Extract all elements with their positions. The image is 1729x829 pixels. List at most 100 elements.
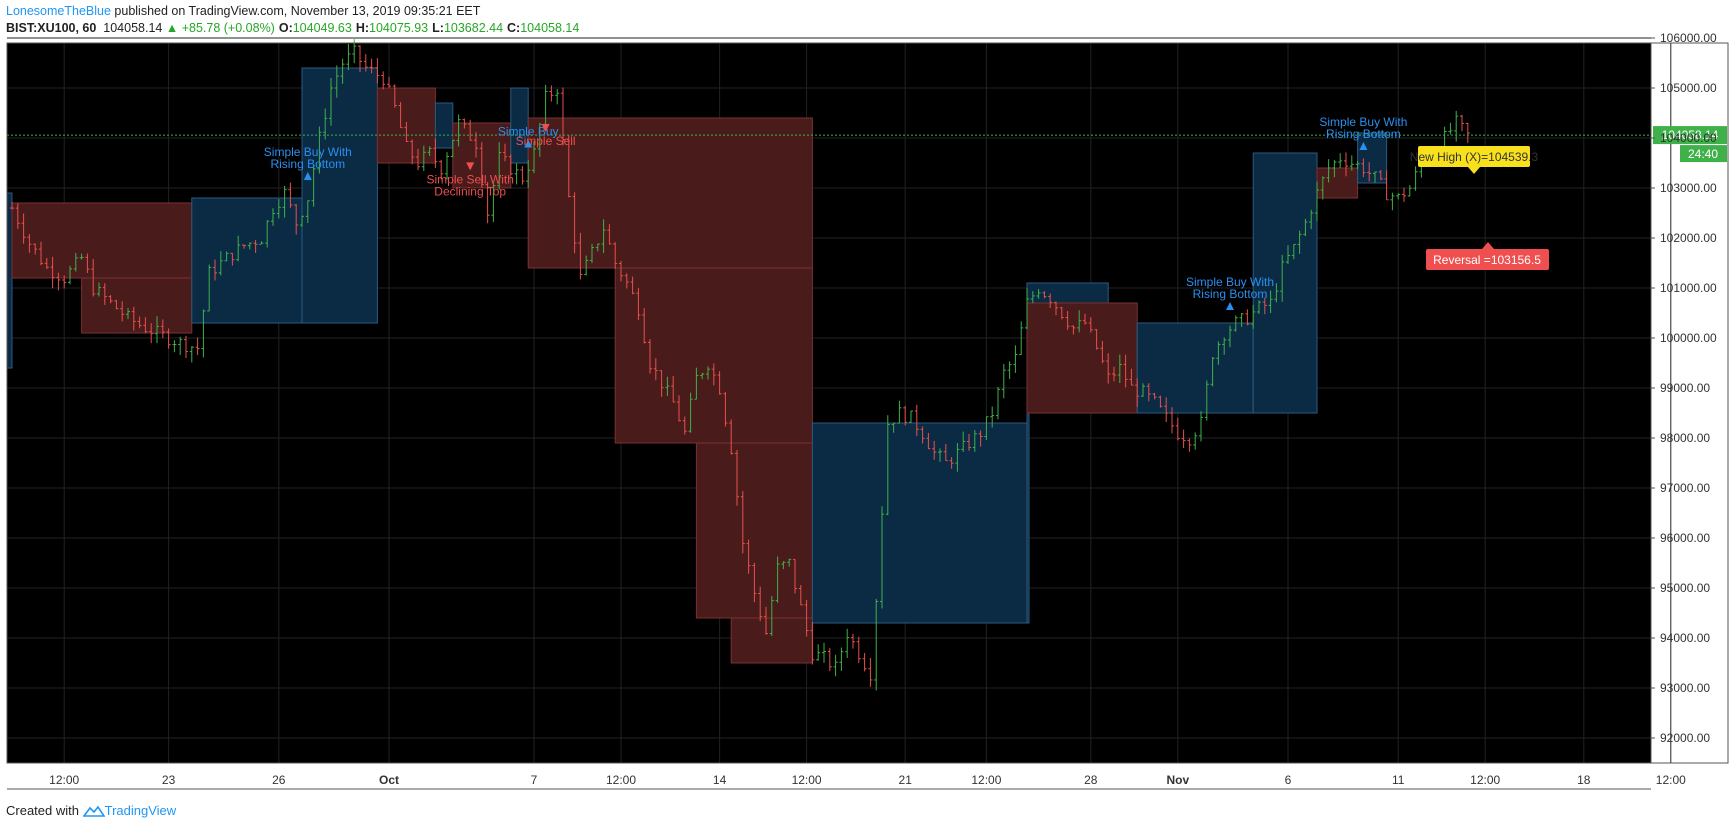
- price-badge-text: 104058.14: [1662, 128, 1719, 142]
- last-price: 104058.14: [103, 21, 163, 35]
- x-tick-label: 12:00: [606, 773, 636, 787]
- sell-signal-label: Simple Sell With: [427, 172, 514, 186]
- time-axis[interactable]: 12:00 23 26 Oct 7 12:00 14 12:00 21 12:00 28 Nov 6 11…: [49, 773, 1686, 787]
- y-tick-label: 93000.00: [1660, 681, 1710, 695]
- countdown-badge: [1680, 145, 1727, 163]
- new-high-text: New High (X)=104539.3: [1410, 150, 1539, 164]
- bull-zone: [6, 192, 13, 369]
- sell-arrow-icon: [541, 124, 550, 132]
- x-tick-label: 12:00: [1470, 773, 1500, 787]
- y-tick-label: 94000.00: [1660, 631, 1710, 645]
- ohlc-legend: BIST:XU100, 60 104058.14 ▲ +85.78 (+0.08…: [6, 21, 579, 35]
- high-label: H:: [355, 21, 370, 35]
- bear-zone: [81, 277, 193, 334]
- bull-zone: [1357, 132, 1388, 184]
- x-tick-label: 21: [899, 773, 913, 787]
- open-value: 104049.63: [292, 21, 352, 35]
- buy-signal-label: Rising Bottom: [1193, 287, 1268, 301]
- y-tick-label: 95000.00: [1660, 581, 1710, 595]
- x-tick-label: 14: [713, 773, 727, 787]
- x-tick-label: 28: [1084, 773, 1098, 787]
- y-tick-label: 92000.00: [1660, 731, 1710, 745]
- y-tick-label: 98000.00: [1660, 431, 1710, 445]
- callouts: New High (X)=104539.3 Reversal =103156.5: [1410, 146, 1549, 270]
- reversal-pointer: [1482, 242, 1494, 249]
- x-tick-label: Nov: [1166, 773, 1189, 787]
- up-arrow-icon: ▲: [165, 21, 179, 35]
- y-tick-label: 99000.00: [1660, 381, 1710, 395]
- created-with-text: Created with: [6, 803, 79, 818]
- tradingview-link[interactable]: TradingView: [104, 803, 177, 818]
- sell-signal-label: Simple Sell: [516, 134, 576, 148]
- high-value: 104075.93: [369, 21, 429, 35]
- y-tick-label: 96000.00: [1660, 531, 1710, 545]
- y-tick-label: 100000.00: [1660, 331, 1717, 345]
- new-high-pointer: [1468, 167, 1480, 174]
- sell-arrow-icon: [466, 162, 475, 171]
- publish-line: LonesomeTheBlue published on TradingView…: [6, 4, 480, 18]
- low-value: 103682.44: [443, 21, 504, 35]
- candle-bars: [10, 39, 1470, 691]
- sell-signal: Simple Sell: [516, 124, 576, 148]
- x-tick-label: 12:00: [792, 773, 822, 787]
- plot-background: [7, 43, 1651, 763]
- reversal-box: [1426, 249, 1549, 270]
- low-label: L:: [432, 21, 444, 35]
- published-text: published on TradingView.com, November 1…: [114, 4, 481, 18]
- symbol-label: BIST:XU100, 60: [6, 21, 97, 35]
- price-line-group: 104058.14 24:40: [7, 126, 1727, 163]
- y-tick-label: 104000.00: [1660, 131, 1717, 145]
- buy-signal-label: Simple Buy With: [1186, 275, 1274, 289]
- bear-zone: [11, 202, 193, 279]
- x-tick-label: 12:00: [49, 773, 79, 787]
- buy-signal-label: Simple Buy With: [1319, 115, 1407, 129]
- x-tick-label: 11: [1392, 773, 1405, 787]
- x-tick-label: 18: [1577, 773, 1591, 787]
- x-tick-label: 6: [1285, 773, 1292, 787]
- x-tick-label: 26: [272, 773, 286, 787]
- tradingview-logo-icon: [82, 805, 105, 817]
- bull-zone: [1136, 322, 1254, 414]
- bull-zone: [811, 422, 1028, 624]
- buy-arrow-icon: [1359, 142, 1368, 150]
- y-tick-label: 101000.00: [1660, 281, 1717, 295]
- x-tick-label: 12:00: [1656, 773, 1686, 787]
- x-tick-label: 23: [162, 773, 176, 787]
- bear-zone: [1026, 302, 1138, 414]
- buy-signal: Simple Buy: [498, 125, 559, 148]
- price-badge: [1653, 126, 1727, 145]
- axis-border: [1650, 42, 1729, 764]
- y-tick-label: 102000.00: [1660, 231, 1717, 245]
- open-label: O:: [278, 21, 293, 35]
- buy-arrow-icon: [303, 172, 312, 180]
- reversal-callout: Reversal =103156.5: [1426, 242, 1549, 270]
- y-tick-label: 106000.00: [1660, 31, 1717, 45]
- bull-zone: [1252, 152, 1318, 414]
- countdown-text: 24:40: [1688, 147, 1718, 161]
- buy-signal-label: Simple Buy With: [264, 145, 352, 159]
- author-link[interactable]: LonesomeTheBlue: [6, 4, 111, 18]
- bull-zone: [191, 197, 303, 324]
- x-tick-label: 7: [531, 773, 538, 787]
- buy-signal-label: Simple Buy: [498, 125, 559, 139]
- new-high-callout: New High (X)=104539.3: [1410, 146, 1539, 174]
- price-axis[interactable]: 92000.00 93000.00 94000.00 95000.00 96000.00…: [1651, 0, 1717, 745]
- bull-zone: [301, 67, 378, 324]
- close-label: C:: [507, 21, 521, 35]
- x-tick-label: Oct: [379, 773, 399, 787]
- bull-zone: [434, 102, 454, 149]
- buy-arrow-icon: [524, 139, 533, 148]
- grid-lines: [7, 37, 1672, 763]
- price-change: +85.78 (+0.08%): [181, 21, 275, 35]
- footer: Created with TradingView: [6, 803, 176, 818]
- new-high-box: [1418, 146, 1530, 167]
- reversal-text: Reversal =103156.5: [1433, 253, 1541, 267]
- close-value: 104058.14: [520, 21, 580, 35]
- bear-zone: [614, 267, 813, 444]
